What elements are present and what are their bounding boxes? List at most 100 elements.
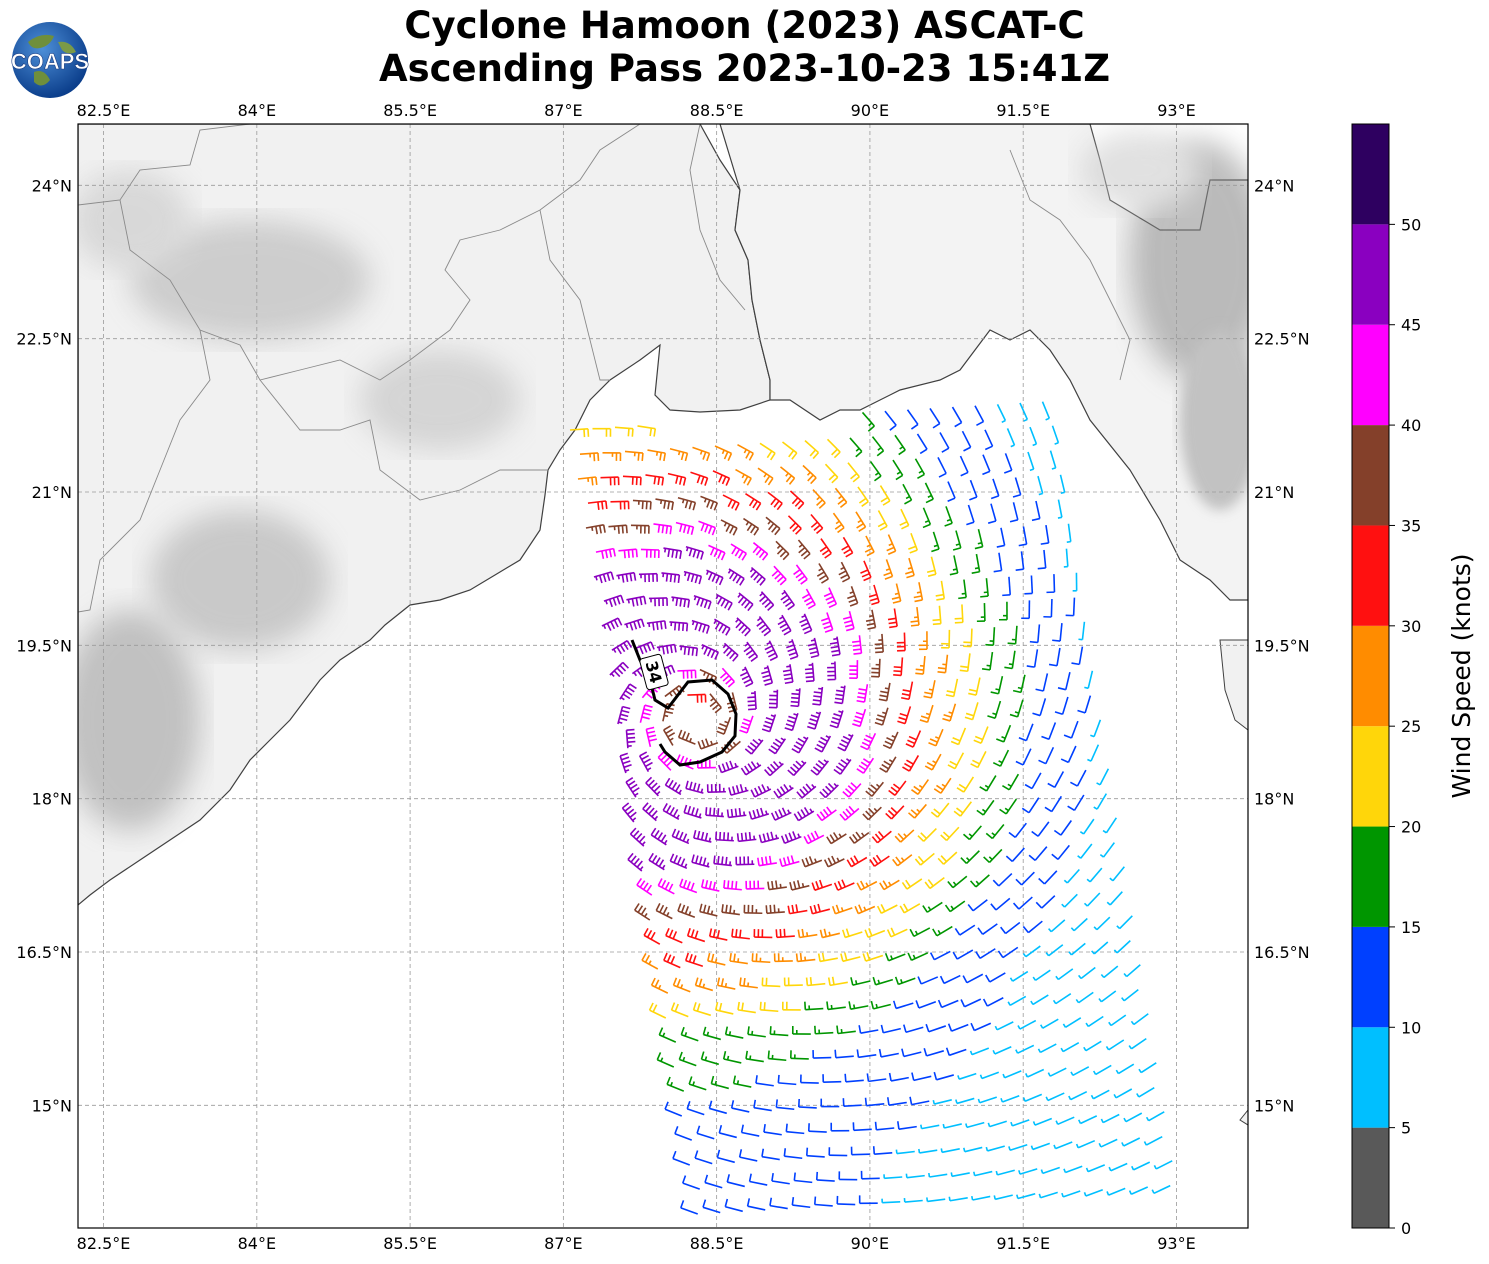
wind-barb [797,928,818,939]
map-frame [77,123,1249,1229]
wind-barb [1106,1187,1126,1196]
wind-barb [722,494,740,511]
wind-barb [770,807,792,821]
wind-barb [1106,891,1123,906]
wind-barb [819,538,832,559]
wind-barb [755,1075,774,1087]
wind-barb [864,1097,885,1107]
lon-tick-bottom: 93°E [1157,1234,1195,1253]
wind-barb [885,805,905,820]
colorbar-bin [1352,224,1389,325]
wind-barb [919,704,934,724]
wind-barb [953,801,972,817]
wind-barb [930,802,950,818]
wind-barb [799,1074,819,1084]
wind-barb [662,803,680,820]
wind-barb [650,977,669,994]
wind-barb [937,999,959,1009]
wind-barb [960,850,980,864]
wind-barb [1037,1043,1057,1054]
wind-barb [836,1025,856,1035]
wind-barb [1015,551,1025,571]
wind-barb [1010,1119,1030,1127]
wind-barb [1071,646,1084,666]
wind-barb [1123,1112,1143,1123]
lat-tick-right: 19.5°N [1254,636,1310,655]
wind-barb [981,651,994,671]
wind-barb [1065,597,1076,617]
wind-barb [684,952,704,968]
wind-barb [1093,793,1108,810]
wind-barb [987,1120,1007,1128]
wind-barb [831,904,853,915]
wind-barb [1000,1095,1020,1103]
wind-barb [902,1024,924,1034]
wind-barb [706,783,726,794]
wind-barb [761,1148,780,1161]
wind-barb [1136,1086,1155,1098]
lat-tick-left: 22.5°N [16,330,72,349]
wind-barb [793,564,808,585]
wind-barb [779,855,800,868]
wind-barb [937,654,949,674]
wind-barb [1009,699,1024,718]
colorbar-tick: 45 [1401,316,1421,335]
map-panel[interactable]: 34 [60,124,1270,1228]
wind-barb [753,1099,772,1112]
wind-barb [887,608,898,629]
wind-barb [658,1027,677,1043]
wind-barb [731,928,750,940]
wind-barb [1002,1070,1022,1079]
wind-barb [1046,574,1056,594]
wind-barb [736,831,757,843]
lat-tick-left: 16.5°N [16,943,72,962]
wind-barb [810,513,824,535]
colorbar-tick: 30 [1401,617,1421,636]
wind-barb [1019,402,1029,422]
wind-barb [932,605,942,626]
wind-barb [759,1001,779,1013]
wind-barb [980,578,989,598]
wind-barb [928,1172,948,1178]
wind-barb [1022,945,1041,958]
wind-barb [683,570,703,585]
colorbar-bin [1352,1027,1389,1128]
wind-barb [677,729,696,745]
wind-barb [869,854,890,867]
colorbar-bin [1352,1127,1389,1228]
wind-barb [969,479,978,501]
wind-barb [727,568,745,586]
wind-barb [932,925,953,937]
wind-barb [686,928,706,943]
wind-barb [948,1196,968,1202]
wind-barb [820,1098,840,1108]
wind-barb [975,948,996,960]
wind-barb [665,927,683,944]
wind-barb [1021,600,1031,620]
wind-barb [838,1171,858,1181]
wind-barb [971,553,981,574]
wind-barb [872,976,894,986]
wind-barb [710,1075,729,1090]
wind-barb [738,1149,758,1162]
wind-barb [842,1098,862,1107]
wind-barb [680,1200,698,1215]
terrain-shading [78,130,1248,830]
wind-barb [1086,867,1103,883]
wind-barb [860,560,872,582]
wind-barb [854,904,876,915]
lon-tick-bottom: 84°E [238,1234,276,1253]
wind-barb [933,777,952,794]
wind-barb [985,1145,1005,1152]
wind-radius-contour[interactable]: 34 [630,639,738,767]
wind-barb [812,489,826,509]
wind-barb [767,491,783,511]
wind-barb [894,434,906,456]
wind-barb [839,805,860,821]
wind-barb [624,450,644,462]
wind-barb [856,880,878,891]
wind-barb [913,582,924,603]
wind-barb [685,780,704,794]
wind-barb [698,520,717,536]
wind-barb [958,579,967,600]
